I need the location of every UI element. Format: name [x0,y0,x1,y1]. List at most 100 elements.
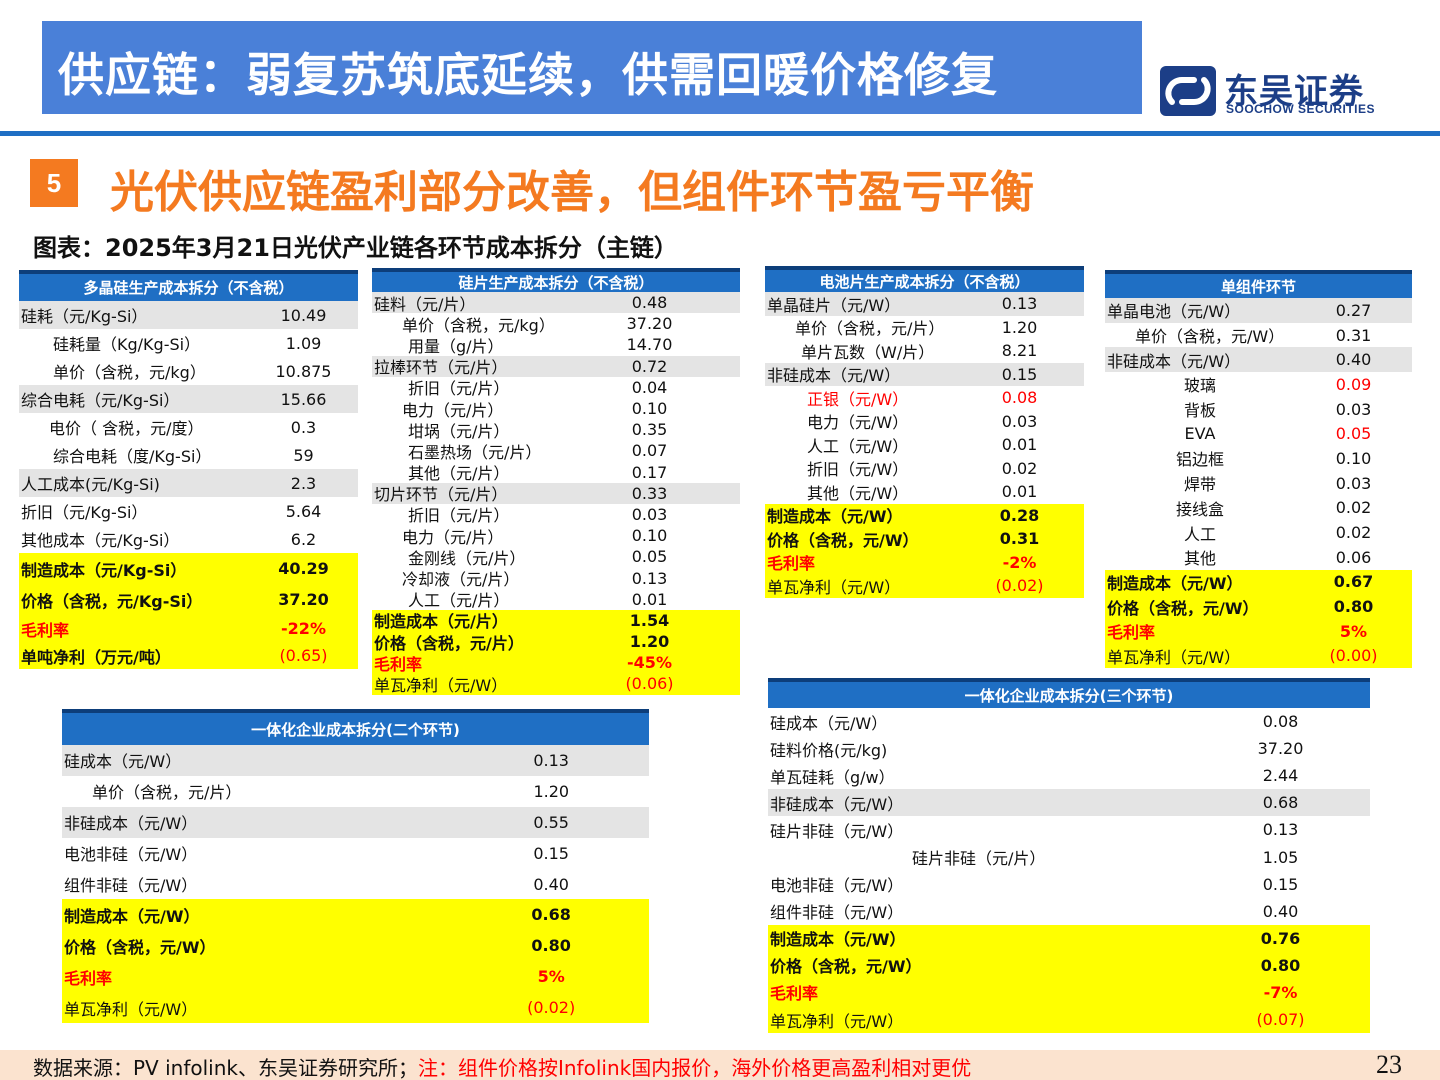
table-row: 人工（元/片） 0.01 [408,589,668,611]
table-row: 硅耗量（Kg/Kg-Si） 1.09 [53,333,322,355]
table-row: 单瓦净利（元/W） (0.02) [62,992,649,1024]
table-row: 单瓦净利（元/W） (0.06) [372,673,740,695]
table-header: 一体化企业成本拆分(三个环节) [768,678,1370,708]
table-row: 折旧（元/片） 0.03 [408,504,668,526]
table-row: 硅料价格(元/kg) 37.20 [770,739,1304,760]
table-row: 接线盒 0.02 [1175,498,1372,519]
table-row: 人工 0.02 [1183,523,1372,544]
table-row: 单瓦净利（元/W） (0.02) [765,574,1084,598]
table-row: 单价（含税，元/片） 1.20 [92,781,570,803]
table-row: 折旧（元/片） 0.04 [408,377,668,399]
table-row: 硅片非硅（元/片） 1.05 [912,847,1299,869]
table-row: 制造成本（元/W） 0.67 [1105,569,1412,595]
table-row: 单瓦净利（元/W） (0.07) [768,1006,1370,1034]
table-row: 单价（含税，元/kg） 10.875 [53,361,332,383]
table-row: 毛利率 -7% [768,978,1370,1007]
table-row: 电价（ 含税，元/度） 0.3 [49,417,317,439]
table-row: 坩埚（元/片） 0.35 [408,420,668,441]
table-row: 焊带 0.03 [1183,473,1372,495]
table-row: 制造成本（元/Kg-Si） 40.29 [19,553,358,584]
footnote-text: 注：组件价格按Infolink国内报价，海外价格更高盈利相对更优 [417,1056,972,1080]
table-row: 用量（g/片） 14.70 [408,335,673,356]
table-row: 其他成本（元/Kg-Si） 6.2 [21,529,317,551]
table-row: 背板 0.03 [1183,399,1372,421]
table-row: 毛利率 5% [62,961,649,993]
table-row: 单瓦净利（元/W） (0.00) [1105,643,1412,669]
section-number-badge: 5 [30,159,78,207]
table-row: 硅成本（元/W） 0.08 [770,712,1299,733]
table-row: 制造成本（元/W） 0.28 [765,503,1084,527]
table-row: 非硅成本（元/W） 0.40 [1105,347,1412,373]
table-row: 单瓦硅耗（g/w） 2.44 [770,766,1299,787]
table-row: 单片瓦数（W/片） 8.21 [801,341,1038,362]
table-row: 单吨净利（万元/吨） (0.65) [19,642,358,669]
table-row: EVA 0.05 [1184,424,1372,444]
table-row: 价格（含税，元/W） 0.80 [1105,594,1412,619]
table-row: 铝边框 0.10 [1175,448,1372,470]
cell-cost-table: 电池片生产成本拆分（不含税） 单晶硅片（元/W） 0.13 单价（含税，元/片） 1… [765,266,1084,598]
source-text: 数据来源：PV infolink、东吴证券研究所； [33,1056,418,1080]
page-title: 供应链：弱复苏筑底延续，供需回暖价格修复 [58,48,998,102]
table-row: 电池非硅（元/W） 0.15 [64,843,569,865]
table-header: 单组件环节 [1105,270,1412,298]
table-row: 人工（元/W） 0.01 [807,435,1038,456]
integrated-two-stage-table: 一体化企业成本拆分(二个环节) 硅成本（元/W） 0.13 单价（含税，元/片） 1… [62,709,649,1024]
table-row: 切片环节（元/片） 0.33 [372,482,740,504]
table-row: 价格（含税，元/片） 1.20 [372,631,740,653]
table-row: 价格（含税，元/Kg-Si） 37.20 [19,584,358,615]
table-row: 电力（元/片） 0.10 [402,399,668,420]
page-number: 23 [1376,1050,1402,1079]
integrated-three-stage-table: 一体化企业成本拆分(三个环节) 硅成本（元/W） 0.08 硅料价格(元/kg) 3… [768,678,1370,1034]
table-row: 硅料（元/片） 0.48 [372,292,740,314]
table-row: 其他（元/W） 0.01 [807,482,1038,503]
table-row: 价格（含税，元/W） 0.80 [768,951,1370,979]
table-row: 价格（含税，元/W） 0.31 [765,527,1084,551]
table-row: 综合电耗（度/Kg-Si） 59 [53,445,314,467]
table-header: 多晶硅生产成本拆分（不含税） [19,270,358,301]
table-row: 制造成本（元/片） 1.54 [372,609,740,631]
soochow-logo-icon [1160,66,1216,116]
logo-text-cn: 东吴证券 [1224,72,1364,112]
table-row: 单晶硅片（元/W） 0.13 [765,292,1084,316]
table-row: 单价（含税，元/片） 1.20 [795,317,1038,339]
table-row: 单价（含税，元/kg） 37.20 [402,314,673,335]
table-row: 石墨热场（元/片） 0.07 [408,441,668,462]
table-row: 电力（元/W） 0.03 [807,411,1038,433]
table-row: 金刚线（元/片） 0.05 [408,547,668,568]
header-divider [0,131,1440,136]
table-row: 玻璃 0.09 [1183,374,1372,396]
table-header: 硅片生产成本拆分（不含税） [372,268,740,292]
table-row: 组件非硅（元/W） 0.40 [770,901,1299,923]
table-row: 人工成本(元/Kg-Si) 2.3 [19,469,358,497]
table-row: 折旧（元/W） 0.02 [807,458,1038,480]
table-row: 正银（元/W） 0.08 [807,388,1038,409]
table-row: 电力（元/片） 0.10 [402,526,668,547]
polysilicon-cost-table: 多晶硅生产成本拆分（不含税） 硅耗（元/Kg-Si） 10.49 硅耗量（Kg/K… [19,270,358,669]
table-row: 折旧（元/Kg-Si） 5.64 [21,501,322,523]
table-row: 单晶电池（元/W） 0.27 [1105,298,1412,323]
table-row: 非硅成本（元/W） 0.15 [765,362,1084,386]
table-header: 一体化企业成本拆分(二个环节) [62,709,649,745]
table-row: 毛利率 -2% [765,550,1084,574]
header-banner: 供应链：弱复苏筑底延续，供需回暖价格修复 [42,21,1142,114]
table-row: 拉棒环节（元/片） 0.72 [372,355,740,377]
figure-title: 图表：2025年3月21日光伏产业链各环节成本拆分（主链） [33,234,678,262]
table-row: 冷却液（元/片） 0.13 [402,568,668,590]
table-row: 综合电耗（元/Kg-Si） 15.66 [19,385,358,413]
table-row: 毛利率 -22% [19,615,358,642]
table-row: 价格（含税，元/W） 0.80 [62,930,649,962]
table-row: 其他（元/片） 0.17 [408,462,668,484]
source-note: 数据来源：PV infolink、东吴证券研究所；注：组件价格按Infolink… [33,1052,971,1080]
wafer-cost-table: 硅片生产成本拆分（不含税） 硅料（元/片） 0.48 单价（含税，元/kg） 37.… [372,268,740,695]
table-row: 其他 0.06 [1183,547,1372,569]
table-row: 硅耗（元/Kg-Si） 10.49 [19,301,358,329]
company-logo: 东吴证券 SOOCHOW SECURITIES [1160,62,1405,118]
module-cost-table: 单组件环节 单晶电池（元/W） 0.27 单价（含税，元/W） 0.31 非硅成本（… [1105,270,1412,669]
section-title: 光伏供应链盈利部分改善，但组件环节盈亏平衡 [110,167,1034,218]
table-row: 单价（含税，元/W） 0.31 [1135,325,1372,347]
logo-text-en: SOOCHOW SECURITIES [1226,102,1376,116]
table-row: 硅成本（元/W） 0.13 [62,745,649,776]
table-row: 非硅成本（元/W） 0.55 [62,806,649,838]
table-row: 硅片非硅（元/W） 0.13 [770,820,1299,841]
table-row: 毛利率 5% [1105,618,1412,644]
